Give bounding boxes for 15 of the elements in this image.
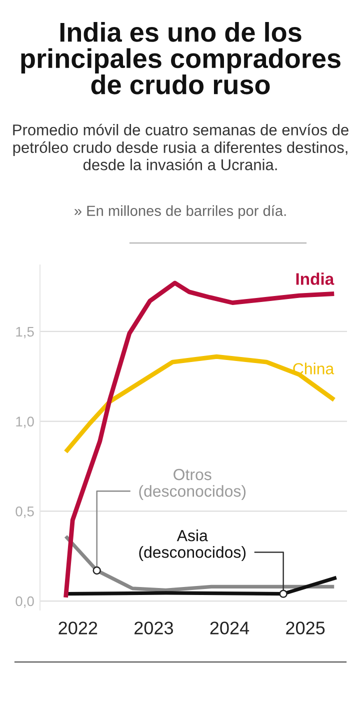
chart-subtitle: Promedio móvil de cuatro semanas de envíos de petróleo crudo desde rusia a diferentes destinos, desde la invasión a Ucrania.	[13, 124, 348, 170]
y-axis-title: » En millones de barriles por día.	[74, 205, 286, 219]
x-tick-label: 2024	[210, 622, 250, 634]
y-tick-label: 1,5	[16, 326, 34, 338]
y-tick-label: 1,0	[16, 416, 34, 428]
x-tick-label: 2023	[134, 622, 173, 634]
series-label: India	[296, 272, 334, 285]
y-tick-label: 0,5	[16, 506, 34, 518]
chart-title: India es uno de los principales compradores de crudo ruso	[21, 22, 340, 94]
x-tick-label: 2022	[58, 622, 98, 634]
text: Asia (desconocidos)	[139, 530, 246, 562]
y-tick-label: 0,0	[16, 596, 34, 608]
line-series	[64, 354, 336, 454]
x-tick-label: 2025	[286, 622, 325, 634]
text: Otros (desconocidos)	[139, 468, 246, 500]
